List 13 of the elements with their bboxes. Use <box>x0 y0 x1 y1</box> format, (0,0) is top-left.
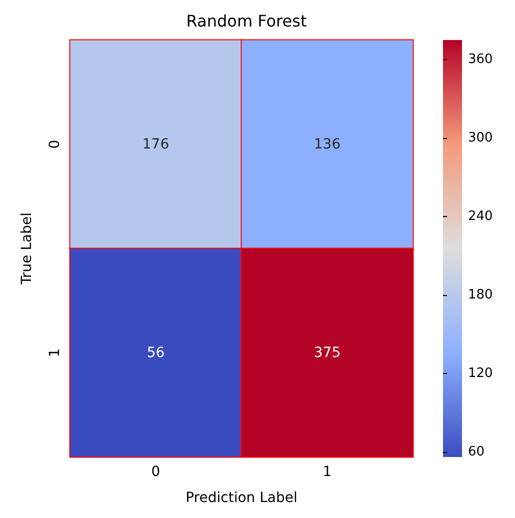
data-label: 136 <box>314 136 341 152</box>
data-label: 56 <box>146 344 165 361</box>
x-axis-title: Prediction Label <box>186 490 298 506</box>
data-label: 176 <box>142 136 170 152</box>
color-bar-label: 360 <box>468 52 493 68</box>
color-bar-label: 60 <box>468 444 485 460</box>
data-label: 375 <box>314 344 341 361</box>
chart-title: Random Forest <box>186 12 307 30</box>
color-bar-label: 300 <box>468 130 493 146</box>
color-bar-label: 180 <box>468 287 493 302</box>
color-bar-label: 120 <box>468 366 493 381</box>
color-bar-label: 240 <box>468 208 493 224</box>
y-axis-title: True Label <box>19 212 35 286</box>
